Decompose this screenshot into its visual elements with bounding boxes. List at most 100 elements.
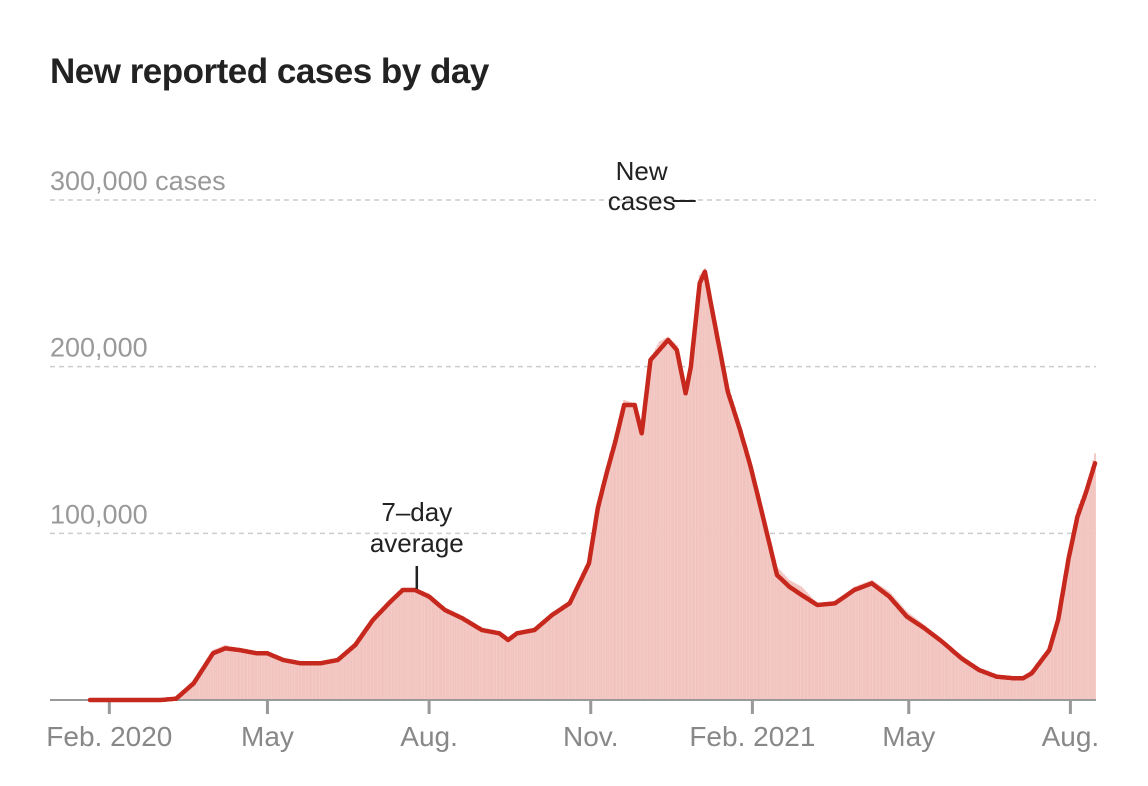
daily-case-bar xyxy=(879,585,882,700)
daily-case-bar xyxy=(445,609,448,700)
daily-case-bar xyxy=(851,588,854,700)
daily-case-bar xyxy=(777,568,780,700)
daily-case-bar xyxy=(380,609,383,700)
daily-case-bar xyxy=(559,606,562,700)
daily-case-bar xyxy=(333,660,336,700)
daily-case-bar xyxy=(614,433,617,700)
daily-case-bar xyxy=(853,586,856,700)
daily-case-bar xyxy=(509,640,511,700)
daily-case-bar xyxy=(229,646,232,700)
daily-case-bar xyxy=(217,647,220,700)
daily-case-bar xyxy=(282,658,285,700)
daily-case-bar xyxy=(790,580,792,700)
annotation-seven-day-text: average xyxy=(370,528,464,558)
daily-case-bar xyxy=(219,647,221,700)
daily-case-bar xyxy=(1065,560,1068,700)
daily-case-bar xyxy=(675,345,678,700)
daily-case-bar xyxy=(257,651,260,700)
daily-case-bar xyxy=(965,659,968,700)
daily-case-bar xyxy=(997,675,1000,700)
daily-case-bar xyxy=(422,591,425,700)
daily-case-bar xyxy=(222,645,225,700)
daily-case-bar xyxy=(698,275,701,700)
daily-case-bar xyxy=(867,581,870,700)
daily-case-bar xyxy=(203,663,206,700)
daily-case-bar xyxy=(199,669,202,700)
daily-case-bar xyxy=(294,660,297,700)
daily-case-bar xyxy=(375,614,378,700)
daily-case-bar xyxy=(1074,516,1077,700)
daily-case-bar xyxy=(603,474,606,700)
daily-case-bar xyxy=(904,609,907,700)
daily-case-bar xyxy=(340,656,343,700)
x-tick-label: Nov. xyxy=(563,721,619,752)
daily-case-bar xyxy=(649,358,652,700)
daily-case-bar xyxy=(626,401,629,700)
x-tick-label: Aug. xyxy=(400,721,458,752)
daily-case-bar xyxy=(519,632,522,700)
daily-case-bar xyxy=(950,647,952,700)
daily-case-bar xyxy=(1036,664,1038,700)
daily-case-bar xyxy=(593,525,596,700)
daily-case-bar xyxy=(291,660,293,700)
daily-case-bar xyxy=(981,669,984,700)
daily-case-bar xyxy=(366,625,369,700)
daily-case-bar xyxy=(783,574,785,700)
daily-case-bar xyxy=(296,661,299,700)
daily-case-bar xyxy=(270,653,272,700)
daily-case-bar xyxy=(493,632,496,700)
daily-case-bar xyxy=(191,681,193,700)
daily-case-bar xyxy=(438,603,441,700)
daily-case-bar xyxy=(820,603,822,700)
daily-case-bar xyxy=(421,590,423,700)
daily-case-bar xyxy=(440,605,443,700)
daily-case-bar xyxy=(665,337,668,700)
daily-case-bar xyxy=(892,595,894,700)
daily-case-bar xyxy=(1062,581,1065,700)
daily-case-bar xyxy=(807,594,810,700)
daily-case-bar xyxy=(299,661,302,700)
daily-case-bar xyxy=(1015,676,1017,700)
daily-case-bar xyxy=(328,660,330,700)
daily-case-bar xyxy=(345,650,348,700)
daily-case-bar xyxy=(254,651,257,700)
daily-case-bar xyxy=(791,581,794,700)
daily-case-bar xyxy=(530,629,532,700)
daily-case-bar xyxy=(886,590,889,700)
daily-case-bar xyxy=(753,480,756,700)
daily-case-bar xyxy=(737,419,740,700)
daily-case-bar xyxy=(747,459,750,700)
daily-case-bar xyxy=(800,586,803,700)
daily-case-bar xyxy=(1020,676,1023,700)
daily-case-bar xyxy=(934,635,937,700)
daily-case-bar xyxy=(999,675,1002,700)
daily-case-bar xyxy=(760,509,763,700)
daily-case-bar xyxy=(827,603,829,700)
chart-title: New reported cases by day xyxy=(50,52,489,91)
daily-case-bar xyxy=(415,588,418,700)
daily-case-bar xyxy=(942,642,945,700)
daily-case-bar xyxy=(888,591,891,700)
daily-case-bar xyxy=(995,675,998,700)
daily-case-bar xyxy=(672,341,675,700)
daily-case-bar xyxy=(243,649,246,700)
daily-case-bar xyxy=(746,452,749,700)
daily-case-bar xyxy=(183,688,186,700)
daily-case-bar xyxy=(449,610,452,700)
daily-case-bar xyxy=(639,419,641,700)
daily-case-bar xyxy=(317,661,320,700)
daily-case-bar xyxy=(1044,654,1047,700)
daily-case-bar xyxy=(1094,453,1096,700)
daily-case-bar xyxy=(480,630,483,700)
daily-case-bar xyxy=(459,615,462,700)
daily-case-bar xyxy=(619,413,622,700)
daily-case-bar xyxy=(561,605,564,700)
daily-case-bar xyxy=(489,631,492,700)
daily-case-bar xyxy=(319,661,322,700)
daily-case-bar xyxy=(201,666,204,700)
x-tick-label: May xyxy=(882,721,935,752)
daily-case-bar xyxy=(473,625,476,700)
daily-case-bar xyxy=(825,603,828,700)
daily-case-bar xyxy=(855,586,857,700)
daily-case-bar xyxy=(391,598,394,700)
